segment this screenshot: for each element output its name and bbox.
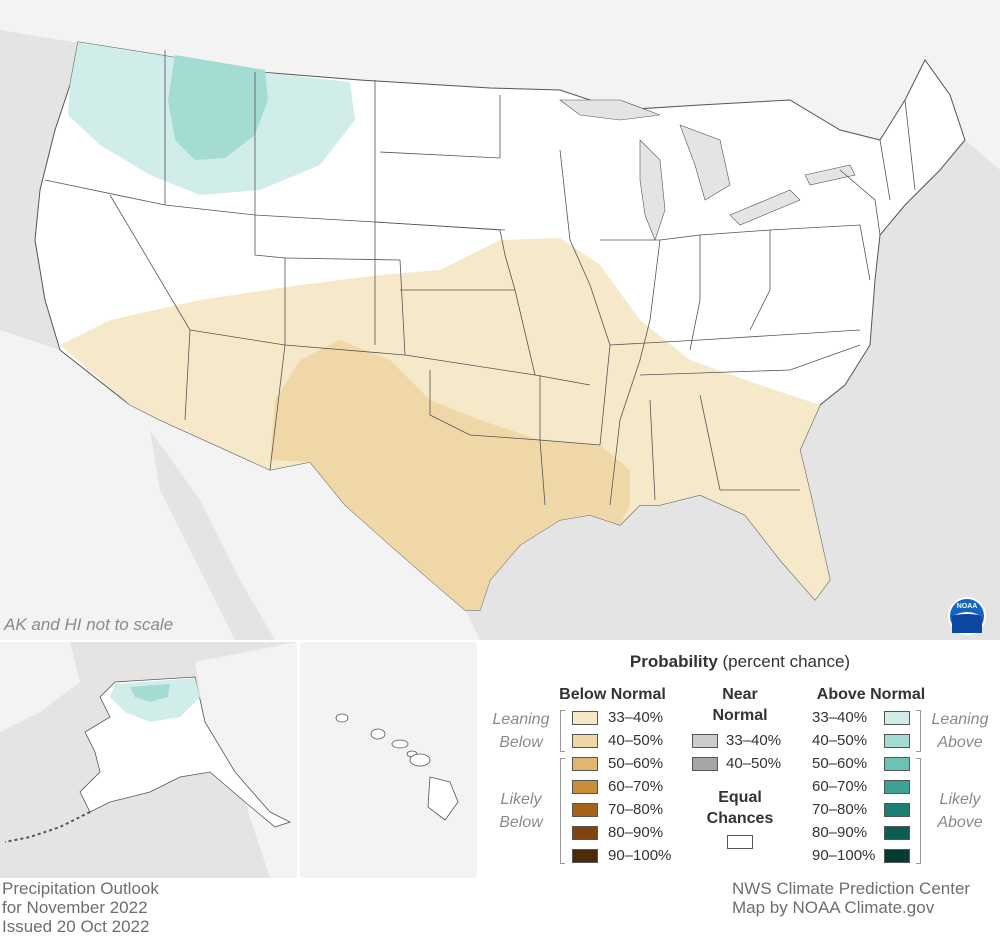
below-swatch-1 (572, 734, 598, 748)
likely-below-label: Likely Below (484, 788, 558, 834)
lake-huron (679, 124, 731, 201)
near-normal-line2: Normal (712, 707, 768, 724)
russia-land (0, 642, 80, 732)
canada-land (0, 0, 1000, 170)
below-swatch-3 (572, 780, 598, 794)
legend-title-bold: Probability (629, 652, 718, 671)
leaning-below-label: Leaning Below (484, 708, 558, 754)
lake-superior (559, 99, 661, 121)
equal-chances-header: Equal Chances (690, 787, 790, 829)
below-normal-header: Below Normal (559, 686, 666, 703)
above-label-4: 70–80% (812, 801, 868, 818)
likely-above-line2: Above (937, 814, 983, 831)
leaning-above-label: Leaning Above (924, 708, 996, 754)
baja-california (150, 430, 275, 640)
above-label-2: 50–60% (812, 755, 868, 772)
mexico-land (0, 330, 480, 640)
above-swatch-2 (884, 757, 910, 771)
likely-below-line2: Below (499, 814, 543, 831)
leaning-below-line2: Below (499, 734, 543, 751)
credit-cpc: NWS Climate Prediction Center (732, 879, 971, 898)
likely-above-line1: Likely (939, 791, 981, 808)
credit-map: Map by NOAA Climate.gov (732, 898, 935, 917)
below-swatch-4 (572, 803, 598, 817)
lake-ontario (804, 164, 856, 186)
above-swatch-5 (884, 826, 910, 840)
below-label-3: 60–70% (608, 778, 664, 795)
below-label-6: 90–100% (608, 847, 672, 864)
noaa-logo: NOAA (948, 597, 986, 635)
above-swatch-4 (884, 803, 910, 817)
legend: Probability (percent chance) Below Norma… (480, 642, 1000, 878)
near-normal-line1: Near (722, 686, 758, 703)
noaa-logo-text: NOAA (956, 603, 978, 610)
below-bracket-likely (560, 758, 565, 864)
legend-title: Probability (percent chance) (480, 652, 1000, 672)
above-swatch-3 (884, 780, 910, 794)
above-label-3: 60–70% (812, 778, 868, 795)
footer-left: Precipitation Outlook for November 2022 … (2, 879, 159, 936)
alaska-above-40-50-region (130, 684, 170, 702)
state-borders (44, 50, 916, 506)
equal-chances-line2: Chances (706, 810, 774, 827)
conus-map-svg (0, 0, 1000, 640)
below-label-4: 70–80% (608, 801, 664, 818)
footer-right: NWS Climate Prediction Center Map by NOA… (732, 879, 994, 917)
near-normal-header: Near Normal (690, 684, 790, 726)
scale-note: AK and HI not to scale (4, 615, 174, 634)
above-swatch-0 (884, 711, 910, 725)
below-label-5: 80–90% (608, 824, 664, 841)
above-normal-header: Above Normal (816, 686, 926, 703)
above-bracket-likely (916, 758, 921, 864)
leaning-below-line1: Leaning (492, 711, 550, 728)
below-swatch-6 (572, 849, 598, 863)
above-swatch-6 (884, 849, 910, 863)
below-label-0: 33–40% (608, 709, 664, 726)
outlook-period: for November 2022 (2, 898, 148, 917)
below-swatch-0 (572, 711, 598, 725)
below-label-1: 40–50% (608, 732, 664, 749)
equal-chances-line1: Equal (718, 789, 762, 806)
below-swatch-5 (572, 826, 598, 840)
leaning-above-line1: Leaning (931, 711, 989, 728)
above-bracket-leaning (916, 710, 921, 752)
alaska-map-svg (0, 642, 297, 878)
near-swatch-1 (692, 757, 718, 771)
near-label-0: 33–40% (726, 732, 782, 749)
above-normal-40-50-region (168, 55, 268, 160)
below-swatch-2 (572, 757, 598, 771)
below-normal-40-50-region (270, 340, 630, 610)
aleutian-islands (4, 811, 91, 843)
legend-title-rest: (percent chance) (717, 652, 851, 671)
conus-map: NOAA (0, 0, 1000, 640)
above-label-6: 90–100% (812, 847, 876, 864)
lake-erie (729, 189, 801, 226)
outlook-title: Precipitation Outlook (2, 879, 159, 898)
above-label-5: 80–90% (812, 824, 868, 841)
below-label-2: 50–60% (608, 755, 664, 772)
likely-below-line1: Likely (500, 791, 542, 808)
hawaii-islands (335, 713, 459, 821)
near-swatch-0 (692, 734, 718, 748)
hawaii-map-svg (335, 713, 459, 821)
hawaii-inset (300, 642, 477, 878)
below-bracket-leaning (560, 710, 565, 752)
noaa-bird-icon (952, 612, 982, 633)
above-label-1: 40–50% (812, 732, 868, 749)
issue-date: Issued 20 Oct 2022 (2, 917, 150, 936)
likely-above-label: Likely Above (924, 788, 996, 834)
equal-chances-swatch (727, 835, 753, 849)
above-swatch-1 (884, 734, 910, 748)
alaska-inset (0, 642, 297, 878)
near-label-1: 40–50% (726, 755, 782, 772)
above-label-0: 33–40% (812, 709, 868, 726)
leaning-above-line2: Above (937, 734, 983, 751)
